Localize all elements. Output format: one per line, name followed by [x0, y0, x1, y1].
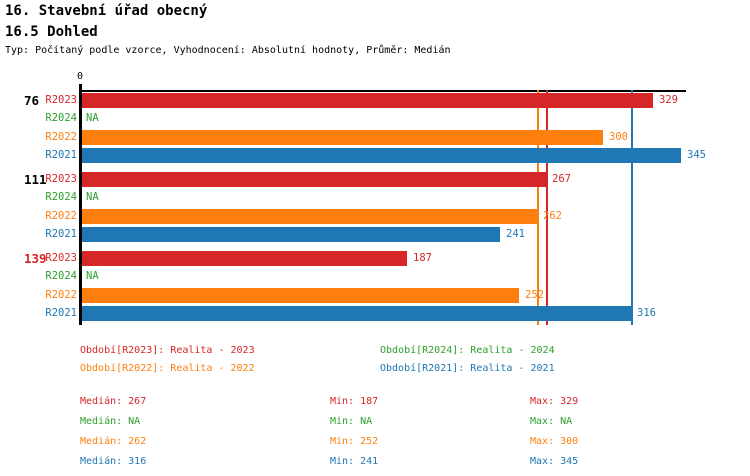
axis-zero-tick-label: 0	[76, 71, 84, 82]
stat-max-r2022: Max: 300	[530, 436, 579, 447]
bar-111-r2022	[82, 209, 537, 224]
value-label-139-r2024: NA	[86, 270, 99, 282]
median-line-r2023	[546, 90, 548, 325]
median-line-r2022	[537, 90, 539, 325]
x-axis-line	[79, 90, 686, 92]
stat-median-r2022: Medián: 262	[80, 436, 147, 447]
value-label-111-r2024: NA	[86, 191, 99, 203]
stat-min-r2022: Min: 252	[330, 436, 379, 447]
page-subtitle: 16.5 Dohled	[5, 24, 98, 40]
value-label-76-r2023: 329	[659, 94, 678, 106]
bar-chart: 0 76 R2023 329 R2024 NA R2022 300 R2021 345 111 R2…	[24, 71, 706, 325]
row-label-r2023: R2023	[45, 94, 77, 106]
bar-76-r2022	[82, 130, 603, 145]
row-label-r2023: R2023	[45, 252, 77, 264]
bar-139-r2022	[82, 288, 519, 303]
value-label-111-r2021: 241	[506, 228, 525, 240]
stat-min-r2021: Min: 241	[330, 456, 379, 467]
bar-139-r2023	[82, 251, 407, 266]
row-label-r2022: R2022	[45, 289, 77, 301]
stat-median-r2021: Medián: 316	[80, 456, 147, 467]
bar-76-r2021	[82, 148, 681, 163]
value-label-76-r2021: 345	[687, 149, 706, 161]
row-label-r2022: R2022	[45, 131, 77, 143]
stat-min-r2023: Min: 187	[330, 396, 379, 407]
stat-max-r2023: Max: 329	[530, 396, 579, 407]
stat-median-r2024: Medián: NA	[80, 416, 141, 427]
bar-111-r2021	[82, 227, 500, 242]
value-label-76-r2022: 300	[609, 131, 628, 143]
row-label-r2024: R2024	[45, 191, 77, 203]
row-label-r2021: R2021	[45, 307, 77, 319]
row-label-r2024: R2024	[45, 270, 77, 282]
value-label-111-r2022: 262	[543, 210, 562, 222]
row-label-r2021: R2021	[45, 228, 77, 240]
stat-max-r2024: Max: NA	[530, 416, 573, 427]
value-label-76-r2024: NA	[86, 112, 99, 124]
row-label-r2024: R2024	[45, 112, 77, 124]
page-title: 16. Stavební úřad obecný	[5, 3, 208, 19]
stat-min-r2024: Min: NA	[330, 416, 373, 427]
value-label-139-r2021: 316	[637, 307, 656, 319]
value-label-111-r2023: 267	[552, 173, 571, 185]
bar-111-r2023	[82, 172, 546, 187]
stat-median-r2023: Medián: 267	[80, 396, 147, 407]
chart-meta-line: Typ: Počítaný podle vzorce, Vyhodnocení:…	[5, 45, 451, 56]
legend-item-r2023: Období[R2023]: Realita - 2023	[80, 345, 255, 356]
row-label-r2023: R2023	[45, 173, 77, 185]
value-label-139-r2023: 187	[413, 252, 432, 264]
median-line-r2021	[631, 90, 633, 325]
value-label-139-r2022: 252	[525, 289, 544, 301]
row-label-r2022: R2022	[45, 210, 77, 222]
row-label-r2021: R2021	[45, 149, 77, 161]
legend-item-r2021: Období[R2021]: Realita - 2021	[380, 363, 555, 374]
stat-max-r2021: Max: 345	[530, 456, 579, 467]
group-label-111: 111	[24, 172, 47, 187]
y-axis-line	[79, 84, 82, 325]
legend-item-r2024: Období[R2024]: Realita - 2024	[380, 345, 555, 356]
group-label-139: 139	[24, 251, 47, 266]
group-label-76: 76	[24, 93, 40, 108]
legend-item-r2022: Období[R2022]: Realita - 2022	[80, 363, 255, 374]
bar-76-r2023	[82, 93, 653, 108]
bar-139-r2021	[82, 306, 631, 321]
